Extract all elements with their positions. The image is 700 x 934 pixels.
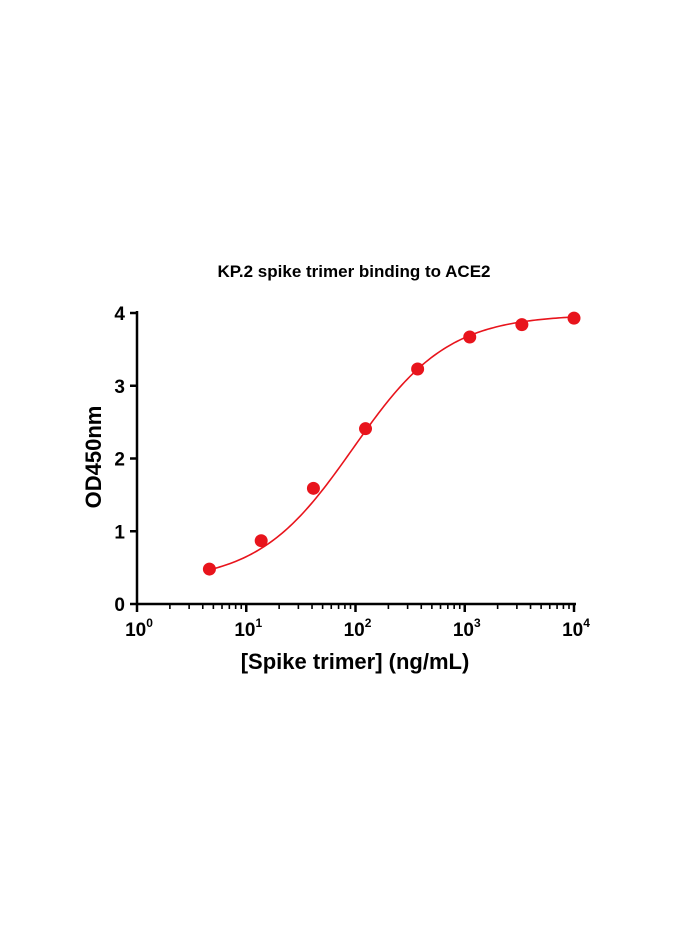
y-tick-label: 4 bbox=[114, 304, 125, 325]
data-point bbox=[515, 318, 529, 332]
x-tick-label: 104 bbox=[562, 616, 590, 641]
x-tick-label: 101 bbox=[234, 616, 262, 641]
y-tick-label: 0 bbox=[114, 595, 125, 616]
data-point bbox=[306, 481, 320, 495]
y-tick-label: 2 bbox=[114, 450, 125, 471]
x-tick-exponent: 1 bbox=[255, 616, 262, 630]
x-tick-base: 10 bbox=[234, 620, 255, 641]
data-point bbox=[254, 534, 268, 548]
x-tick-exponent: 4 bbox=[583, 616, 590, 630]
y-ticks: 0 1 2 3 4 bbox=[114, 304, 137, 616]
data-point bbox=[567, 311, 581, 325]
x-tick-base: 10 bbox=[344, 620, 365, 641]
data-point bbox=[463, 330, 477, 344]
data-point bbox=[411, 362, 425, 376]
data-point bbox=[359, 422, 373, 436]
x-tick-exponent: 3 bbox=[474, 616, 481, 630]
x-tick-label: 102 bbox=[344, 616, 372, 641]
y-axis-label: OD450nm bbox=[81, 406, 106, 509]
x-ticks: 100 101 102 103 104 bbox=[125, 604, 590, 641]
y-tick-label: 1 bbox=[114, 522, 125, 543]
x-tick-base: 10 bbox=[453, 620, 474, 641]
x-axis-label: [Spike trimer] (ng/mL) bbox=[241, 649, 470, 674]
fit-curve bbox=[209, 316, 575, 571]
data-point bbox=[202, 562, 216, 576]
x-tick-exponent: 2 bbox=[365, 616, 372, 630]
chart-title: KP.2 spike trimer binding to ACE2 bbox=[217, 262, 490, 281]
x-tick-exponent: 0 bbox=[146, 616, 153, 630]
x-tick-label: 100 bbox=[125, 616, 153, 641]
x-tick-base: 10 bbox=[125, 620, 146, 641]
data-points bbox=[202, 311, 581, 576]
x-tick-label: 103 bbox=[453, 616, 481, 641]
y-tick-label: 3 bbox=[114, 377, 125, 398]
x-tick-base: 10 bbox=[562, 620, 583, 641]
